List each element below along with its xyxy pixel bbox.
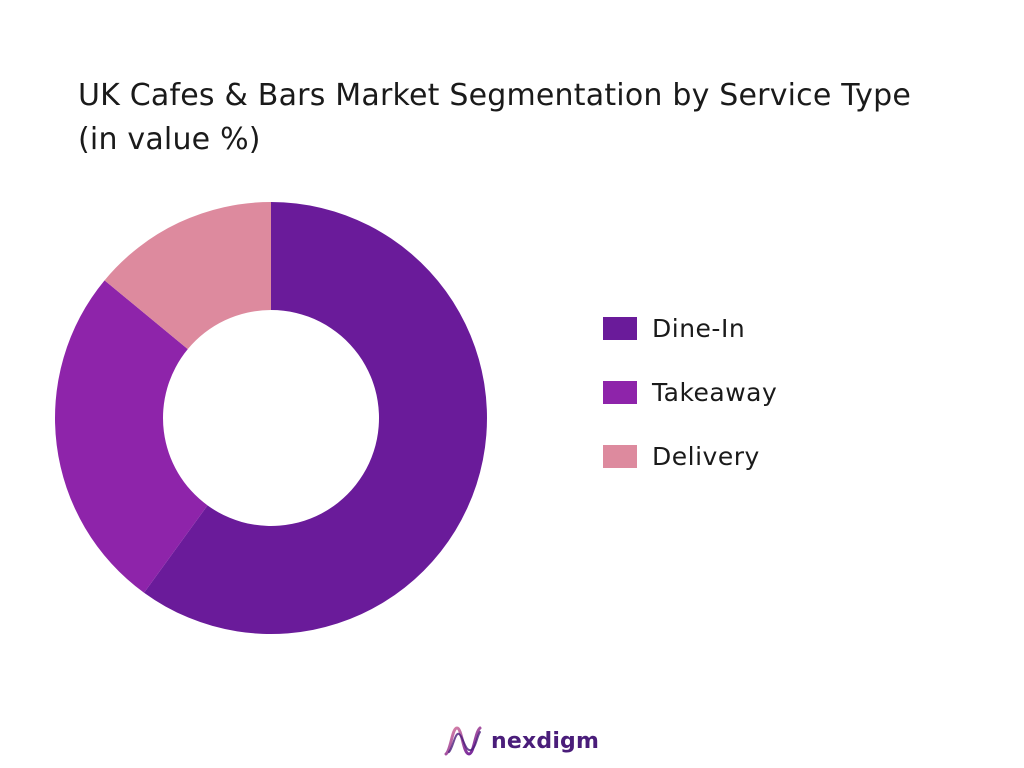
legend-item-delivery: Delivery bbox=[603, 424, 777, 488]
slice-dine-in bbox=[144, 202, 488, 635]
legend-item-takeaway: Takeaway bbox=[603, 360, 777, 424]
legend-item-dine-in: Dine-In bbox=[603, 296, 777, 360]
donut-slices bbox=[54, 202, 488, 635]
legend: Dine-In Takeaway Delivery bbox=[603, 296, 777, 488]
brand: nexdigm bbox=[443, 722, 599, 760]
legend-swatch-delivery bbox=[603, 444, 637, 468]
legend-label-dine-in: Dine-In bbox=[652, 313, 746, 343]
legend-swatch-takeaway bbox=[603, 380, 637, 404]
nexdigm-logo-icon bbox=[444, 726, 482, 756]
legend-label-takeaway: Takeaway bbox=[652, 377, 778, 407]
chart-title: UK Cafes & Bars Market Segmentation by S… bbox=[78, 78, 911, 157]
slice-takeaway bbox=[54, 280, 208, 593]
brand-name: nexdigm bbox=[491, 728, 600, 754]
legend-label-delivery: Delivery bbox=[652, 441, 760, 471]
legend-swatch-dine-in bbox=[603, 316, 637, 340]
slice-delivery bbox=[104, 202, 271, 350]
